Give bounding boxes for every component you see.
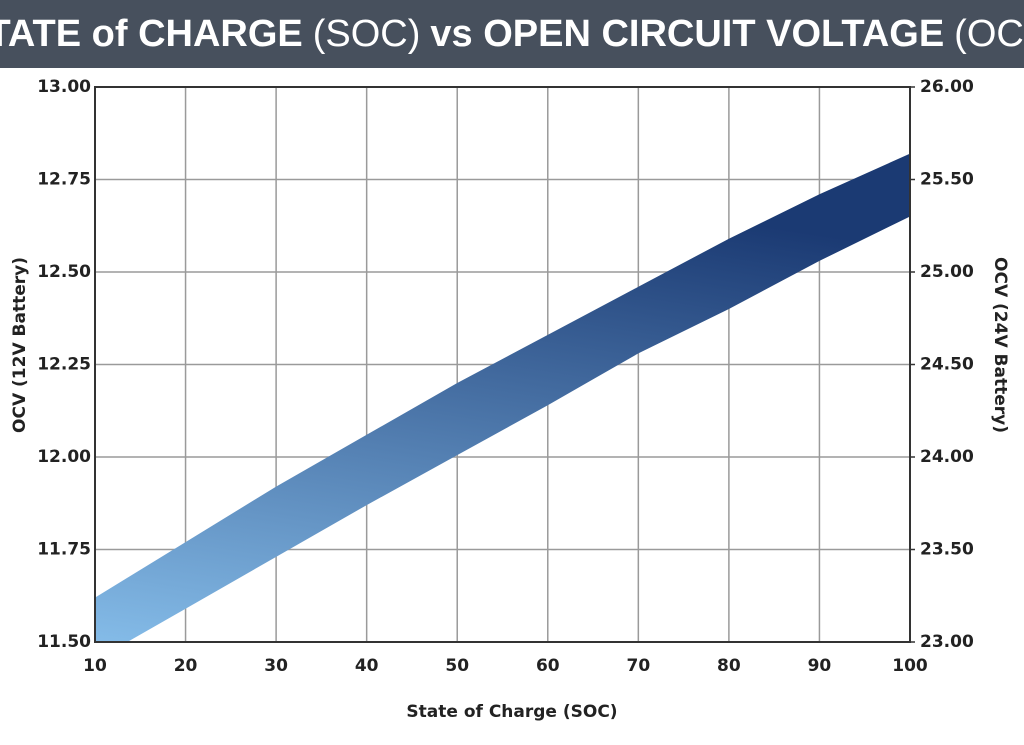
x-tick-label: 40 <box>355 656 379 676</box>
y2-tick-label: 24.50 <box>920 355 974 375</box>
y2-tick-label: 26.00 <box>920 77 974 97</box>
y-axis-label: OCV (12V Battery) <box>10 257 30 433</box>
x-tick-label: 80 <box>717 656 741 676</box>
x-tick-label: 50 <box>445 656 469 676</box>
x-tick-label: 70 <box>626 656 650 676</box>
y2-tick-label: 25.00 <box>920 262 974 282</box>
y2-axis-label: OCV (24V Battery) <box>990 257 1010 433</box>
plot-frame <box>94 86 911 643</box>
title-bar <box>0 0 1024 68</box>
y-tick-label: 11.75 <box>37 540 91 560</box>
y-tick-label: 12.75 <box>37 170 91 190</box>
y-tick-label: 12.25 <box>37 355 91 375</box>
y2-tick-label: 23.50 <box>920 540 974 560</box>
x-tick-label: 10 <box>83 656 107 676</box>
y2-tick-label: 24.00 <box>920 447 974 467</box>
title-part: STATE of CHARGE <box>0 13 303 55</box>
y-tick-label: 11.50 <box>37 632 91 652</box>
x-tick-label: 100 <box>892 656 928 676</box>
x-tick-label: 30 <box>264 656 288 676</box>
x-tick-label: 90 <box>808 656 832 676</box>
y-tick-label: 13.00 <box>37 77 91 97</box>
y-tick-label: 12.50 <box>37 262 91 282</box>
y-tick-label: 12.00 <box>37 447 91 467</box>
y2-tick-label: 25.50 <box>920 170 974 190</box>
title-part: (SOC) <box>313 13 421 55</box>
x-tick-label: 20 <box>174 656 198 676</box>
y2-tick-label: 23.00 <box>920 632 974 652</box>
title-part: (OCV) <box>954 13 1024 55</box>
soc-band <box>95 153 910 642</box>
x-axis-label: State of Charge (SOC) <box>406 702 617 722</box>
x-tick-label: 60 <box>536 656 560 676</box>
chart-title: STATE of CHARGE(SOC)vs OPEN CIRCUIT VOLT… <box>0 13 1024 55</box>
title-part: vs OPEN CIRCUIT VOLTAGE <box>430 13 944 55</box>
